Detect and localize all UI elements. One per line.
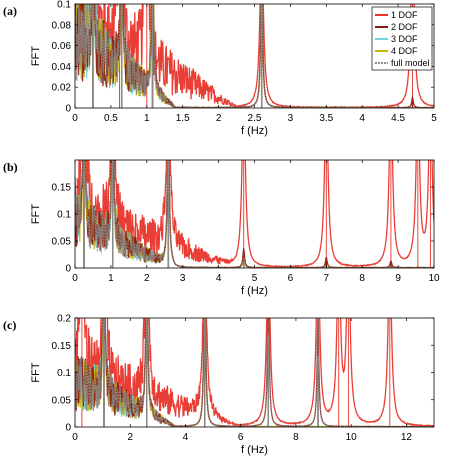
y-axis-label: FFT [30, 362, 42, 382]
legend-entry: full model [391, 58, 430, 68]
x-tick-label: 8 [293, 432, 299, 443]
y-tick-label: 0.15 [52, 183, 72, 194]
y-tick-label: 0.05 [52, 395, 72, 406]
y-tick-label: 0.1 [57, 0, 71, 11]
x-tick-label: 1.5 [176, 113, 190, 124]
series-line-full-model [75, 318, 434, 427]
x-tick-label: 3 [288, 113, 294, 124]
x-tick-label: 0 [72, 432, 78, 443]
x-tick-label: 7 [324, 273, 330, 284]
y-tick-label: 0.1 [57, 210, 71, 221]
x-axis-label: f (Hz) [241, 125, 268, 137]
x-tick-label: 4 [216, 273, 222, 284]
x-tick-label: 4 [183, 432, 189, 443]
legend-entry: 2 DOF [391, 22, 418, 32]
x-tick-label: 10 [428, 273, 440, 284]
y-tick-label: 0 [65, 264, 71, 275]
y-tick-label: 0.2 [57, 314, 71, 325]
y-tick-label: 0.04 [52, 62, 72, 73]
legend-entry: 1 DOF [391, 10, 418, 20]
panel-label: (b) [3, 160, 18, 174]
y-axis-label: FFT [30, 204, 42, 224]
y-tick-label: 0.08 [52, 20, 72, 31]
y-tick-label: 0 [65, 423, 71, 434]
panel-1: 0 0.5 1 1.5 2 2.5 3 3.5 4 4.5 5 0 0.02 0.04 0.06 0.08 0.… [3, 0, 437, 137]
x-axis-label: f (Hz) [241, 285, 268, 297]
series-line-2-dof [75, 160, 434, 268]
x-tick-label: 8 [359, 273, 365, 284]
y-axis-label: FFT [30, 46, 42, 66]
x-tick-label: 6 [238, 432, 244, 443]
y-tick-label: 0.02 [52, 83, 72, 94]
x-tick-label: 1 [108, 273, 114, 284]
x-tick-label: 1 [144, 113, 150, 124]
x-tick-label: 4 [359, 113, 365, 124]
x-tick-label: 0.5 [104, 113, 118, 124]
legend-entry: 3 DOF [391, 34, 418, 44]
x-tick-label: 3 [180, 273, 186, 284]
series-group [75, 318, 434, 427]
series-group [75, 160, 434, 268]
x-tick-label: 0 [72, 113, 78, 124]
x-tick-label: 2.5 [248, 113, 262, 124]
y-tick-label: 0.06 [52, 41, 72, 52]
y-tick-label: 0.15 [52, 341, 72, 352]
x-tick-label: 2 [144, 273, 150, 284]
x-tick-label: 9 [395, 273, 401, 284]
series-group [75, 4, 434, 108]
x-tick-label: 6 [288, 273, 294, 284]
x-tick-label: 10 [346, 432, 358, 443]
panel-label: (a) [3, 4, 17, 18]
y-tick-label: 0.1 [57, 368, 71, 379]
x-tick-label: 2 [216, 113, 222, 124]
panel-label: (c) [3, 318, 16, 332]
panel-3: 0 2 4 6 8 10 12 0 0.05 0.1 0.15 0.2 f (Hz) FFT (c) [3, 314, 435, 456]
y-tick-label: 0 [65, 104, 71, 115]
x-tick-label: 12 [401, 432, 413, 443]
series-line-1-dof [75, 4, 434, 108]
legend: 1 DOF 2 DOF 3 DOF 4 DOF full model [371, 6, 433, 71]
x-tick-label: 0 [72, 273, 78, 284]
x-tick-label: 5 [252, 273, 258, 284]
panel-2: 0 1 2 3 4 5 6 7 8 9 10 0 0.05 0.1 0.15 f (Hz) FFT (b) [3, 159, 440, 297]
y-tick-label: 0.05 [52, 237, 72, 248]
x-tick-label: 5 [431, 113, 437, 124]
x-axis-label: f (Hz) [241, 444, 268, 456]
legend-entry: 4 DOF [391, 46, 418, 56]
x-tick-label: 3.5 [319, 113, 333, 124]
x-tick-label: 2 [127, 432, 133, 443]
series-line-full-model [75, 4, 434, 108]
series-line-1-dof [75, 318, 434, 427]
x-tick-label: 4.5 [391, 113, 405, 124]
